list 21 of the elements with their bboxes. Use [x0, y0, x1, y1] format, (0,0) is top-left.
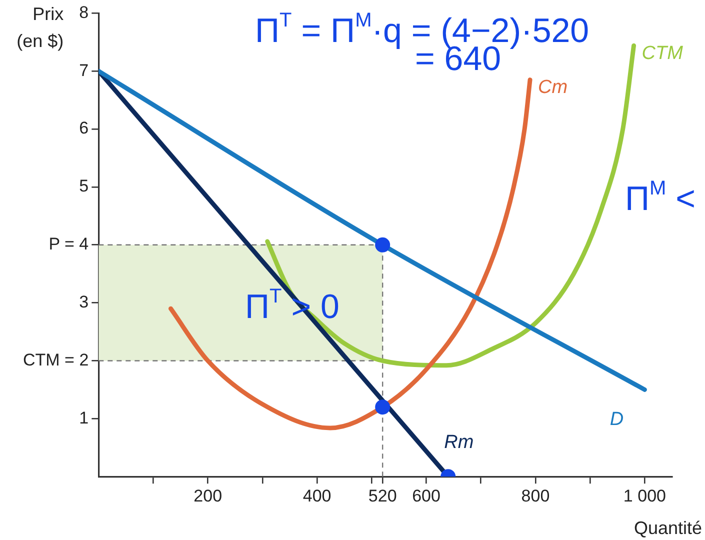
series-label: CTM: [642, 42, 684, 64]
y-axis-title: Prix (en $): [16, 4, 64, 52]
series-label: Cm: [538, 77, 568, 98]
x-tick-label: 800: [521, 486, 550, 506]
y-tick-label: 3: [79, 292, 89, 312]
x-tick-label: 520: [368, 486, 397, 506]
y-tick-label: 1: [79, 408, 89, 428]
y-tick-label: 7: [79, 60, 89, 80]
y-tick-label: P = 4: [48, 234, 89, 254]
x-axis-title: Quantité: [634, 518, 702, 538]
y-tick-label: 5: [79, 176, 89, 196]
series-label: D: [610, 408, 624, 430]
y-tick-label: 8: [79, 2, 89, 22]
x-tick-label: 400: [302, 486, 332, 506]
line-series: [168, 78, 532, 430]
y-tick-label: CTM = 2: [22, 350, 89, 370]
x-tick-label: 1 000: [623, 486, 666, 506]
x-tick-label: 600: [412, 486, 440, 506]
series-label: Rm: [444, 432, 474, 453]
x-tick-label: 200: [194, 486, 222, 506]
y-tick-label: 6: [79, 118, 89, 138]
